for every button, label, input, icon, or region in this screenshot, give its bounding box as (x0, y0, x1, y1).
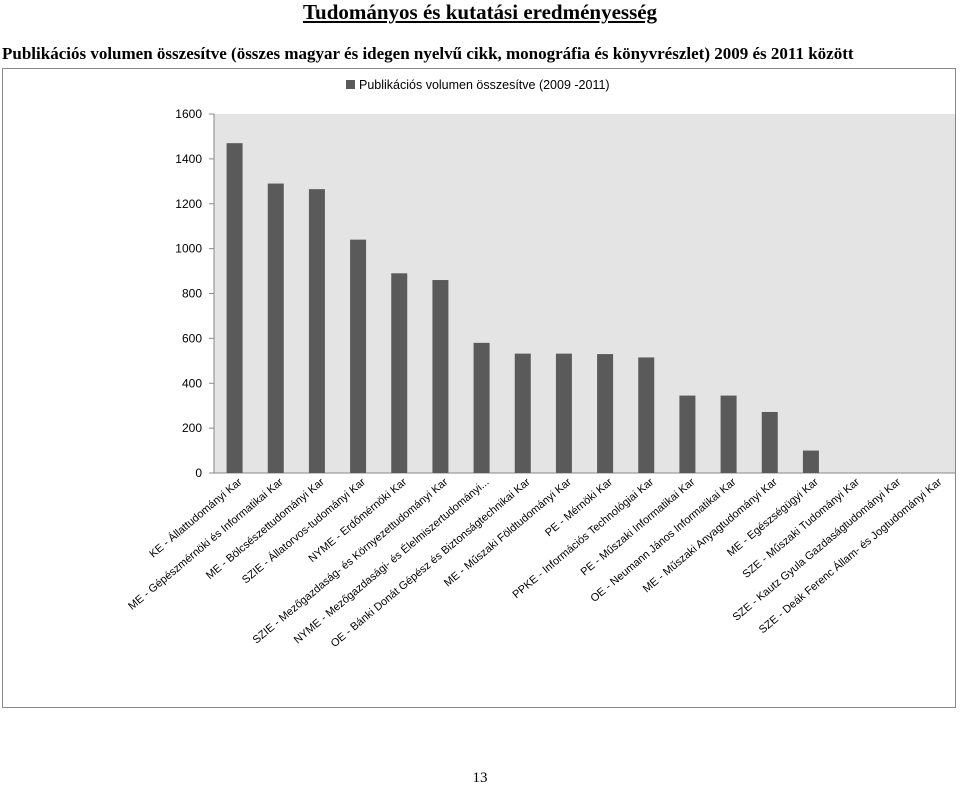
x-category-label: OE - Bánki Donát Gépész és Biztonságtech… (329, 476, 533, 650)
y-tick-label: 200 (182, 421, 202, 435)
bar (308, 189, 325, 473)
bar (802, 450, 819, 473)
bar (432, 280, 449, 473)
y-tick-label: 0 (195, 466, 202, 480)
plot-area (214, 114, 955, 473)
bar (638, 357, 655, 473)
page-number: 13 (472, 770, 488, 786)
legend-swatch (346, 80, 355, 89)
bar (679, 395, 696, 473)
y-tick-label: 1600 (175, 107, 202, 121)
bar (514, 353, 531, 473)
page-heading: Tudományos és kutatási eredményesség (302, 0, 658, 24)
legend-label: Publikációs volumen összesítve (2009 -20… (359, 78, 610, 92)
y-tick-label: 600 (182, 331, 202, 345)
chart-frame: 0 200 400 600 800 1000 1200 1400 1600 KE - Állatt… (2, 68, 956, 708)
bar (473, 342, 490, 473)
bar (350, 239, 367, 473)
bar (597, 354, 614, 473)
bar (226, 143, 243, 473)
y-tick-label: 400 (182, 376, 202, 390)
chart-caption: Publikációs volumen összesítve (összes m… (2, 44, 854, 63)
y-tick-label: 800 (182, 287, 202, 301)
x-category-label: NYME - Mezőgazdasági- és Élelmiszertudom… (291, 475, 491, 646)
x-category-label: PPKE - Információs Technológiai Kar (510, 476, 656, 601)
bar (391, 273, 408, 473)
x-category-label: OE - Neumann János Informatikai Kar (588, 476, 738, 605)
bar (555, 353, 572, 473)
bar (720, 395, 737, 473)
x-category-label: ME - Gépészmérnöki és Informatikai Kar (126, 476, 286, 613)
x-category-label: SZIE - Mezőgazdaság- és Környezettudomán… (251, 476, 451, 647)
y-tick-label: 1200 (175, 197, 202, 211)
y-tick-label: 1400 (175, 152, 202, 166)
bar (267, 183, 284, 473)
y-tick-label: 1000 (175, 242, 202, 256)
bar (761, 411, 778, 473)
